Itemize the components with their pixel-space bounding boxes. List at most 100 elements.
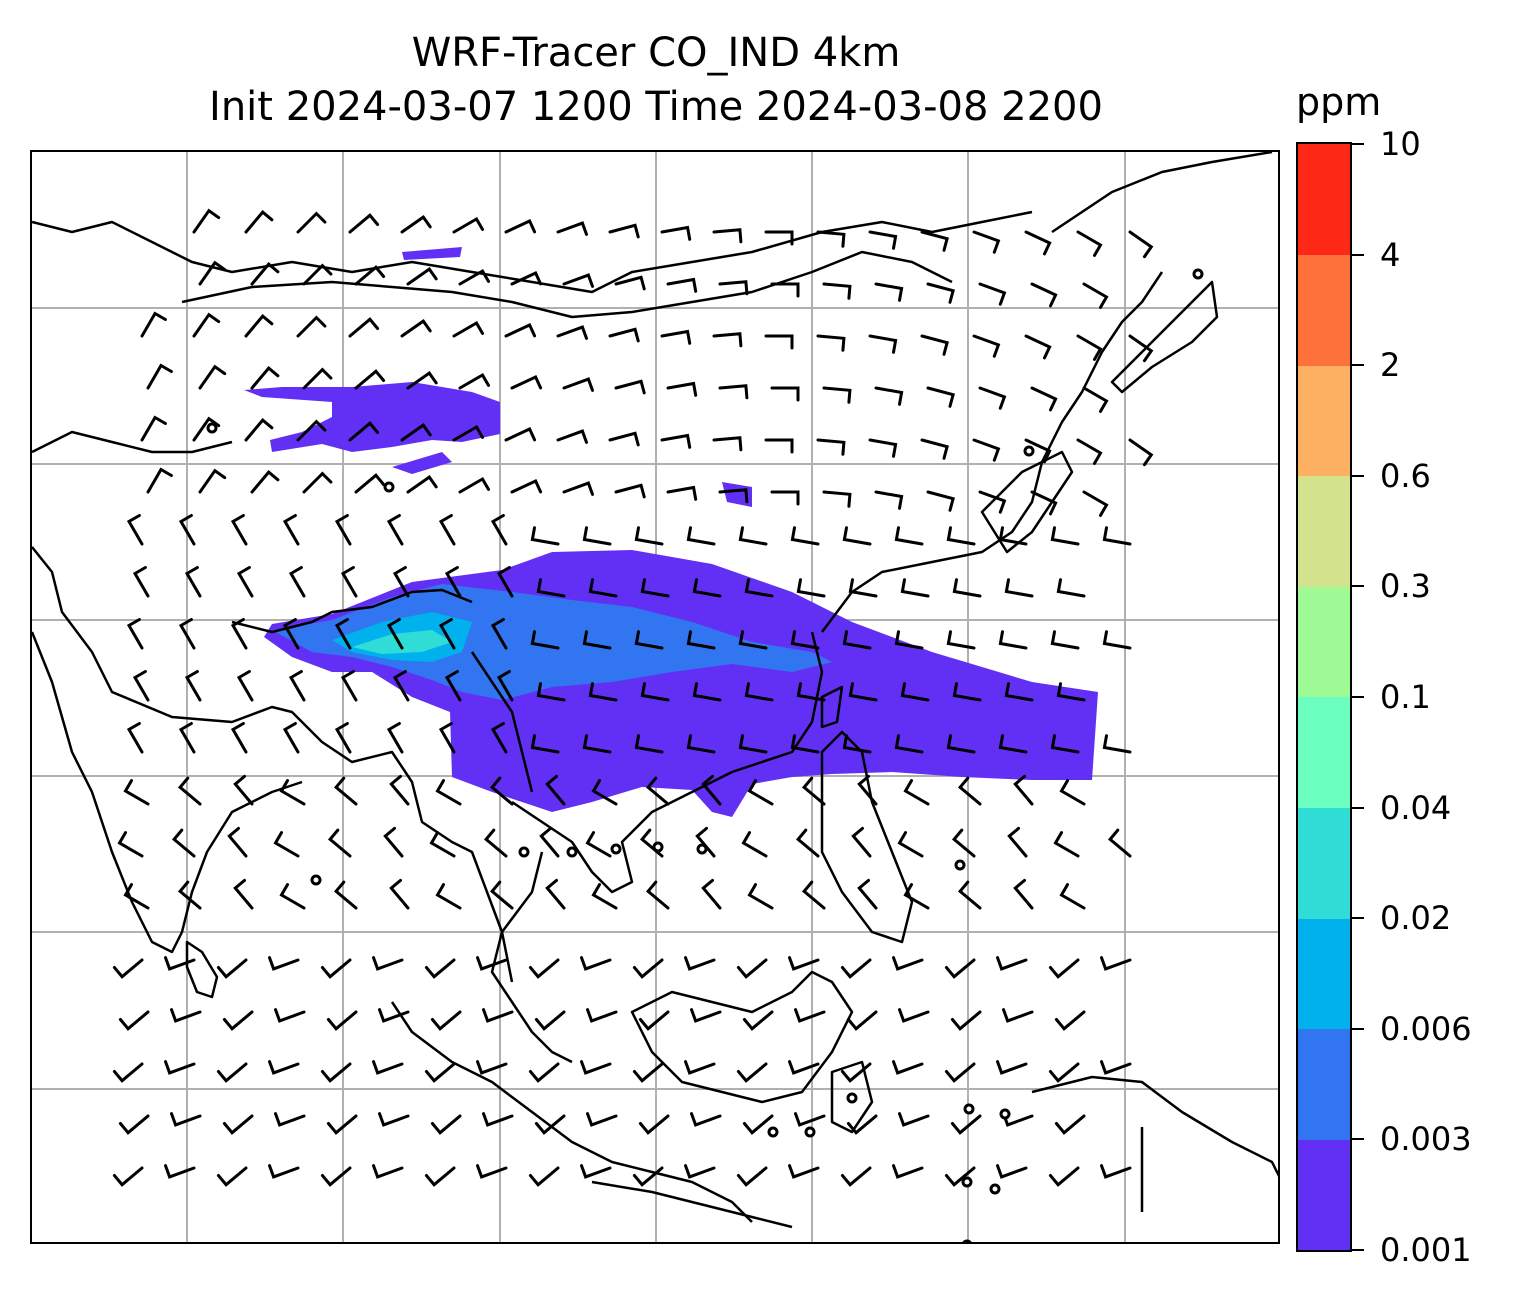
- colorbar-segment: [1298, 254, 1350, 366]
- wind-barb: [444, 566, 462, 598]
- wind-barb: [476, 1164, 508, 1179]
- wind-barb: [684, 1164, 716, 1179]
- wind-barb: [171, 828, 196, 858]
- calm-wind-circle: [1023, 445, 1035, 457]
- wind-barb: [645, 880, 670, 910]
- colorbar-tick-label: 0.006: [1380, 1009, 1472, 1048]
- wind-barb: [164, 1060, 196, 1075]
- colorbar-tick: [1352, 474, 1364, 477]
- wind-barb: [489, 880, 514, 910]
- wind-barb: [504, 323, 537, 338]
- wind-barb: [742, 1114, 774, 1135]
- wind-barb: [230, 618, 248, 650]
- wind-barb: [978, 282, 1007, 306]
- wind-barb: [132, 566, 150, 598]
- wind-barb: [738, 526, 768, 546]
- wind-barb: [476, 956, 508, 971]
- wind-barb: [296, 315, 327, 338]
- wind-barb: [846, 1114, 878, 1135]
- wind-barb: [430, 1010, 462, 1031]
- wind-barb: [562, 273, 594, 288]
- wind-barb: [392, 566, 410, 598]
- wind-barb: [112, 1062, 144, 1083]
- wind-barb: [296, 211, 327, 234]
- plume-level-0-003: [272, 584, 832, 700]
- wind-barb: [333, 776, 358, 806]
- wind-barb: [400, 423, 432, 442]
- wind-barb: [840, 1166, 872, 1187]
- wind-barb: [320, 958, 352, 979]
- wind-barb: [1100, 1060, 1132, 1075]
- coast-malay-sumatra: [390, 1001, 753, 1223]
- map-title-line-1: WRF-Tracer CO_IND 4km: [411, 30, 901, 76]
- wind-barb: [944, 1062, 976, 1083]
- colorbar-segment: [1298, 365, 1350, 477]
- wind-barb: [192, 416, 221, 442]
- wind-barb: [738, 630, 768, 650]
- wind-barb: [536, 682, 566, 702]
- wind-barb: [132, 670, 150, 702]
- wind-barb: [1082, 490, 1109, 517]
- wind-barb: [386, 514, 404, 546]
- coast-philippines: [820, 730, 914, 944]
- wind-barb: [490, 722, 508, 754]
- coastlines: [32, 152, 1278, 1229]
- plume-level-0-02: [352, 630, 452, 654]
- colorbar-tick: [1352, 364, 1364, 367]
- wind-barb: [996, 956, 1028, 971]
- wind-barb: [482, 1008, 514, 1023]
- co-tracer-plume: [244, 247, 1098, 817]
- wind-barb: [690, 1112, 722, 1127]
- wind-barb: [788, 956, 820, 971]
- wind-barb: [998, 630, 1028, 650]
- wind-barb: [848, 578, 878, 598]
- wind-barb: [874, 282, 904, 302]
- wind-barb: [184, 566, 202, 598]
- wind-barb: [788, 1164, 820, 1179]
- wind-barb: [1100, 1164, 1132, 1179]
- wind-barb: [638, 1010, 670, 1031]
- wind-barb: [192, 312, 221, 338]
- wind-barb: [1024, 230, 1052, 256]
- wind-barb: [944, 1166, 976, 1187]
- wind-barb: [438, 722, 456, 754]
- wind-barb: [788, 1060, 820, 1075]
- wind-barb: [556, 325, 588, 340]
- wind-barb: [712, 228, 743, 244]
- wind-barb: [640, 578, 670, 598]
- wind-barb: [340, 670, 358, 702]
- coast-china-east: [821, 271, 1164, 633]
- wind-barb: [634, 630, 664, 650]
- colorbar-tick-label: 2: [1380, 346, 1401, 385]
- wind-barb: [435, 883, 462, 910]
- wind-barb: [198, 260, 227, 286]
- wind-barb: [794, 1112, 826, 1127]
- wind-barb: [972, 334, 1001, 358]
- wind-barb: [692, 578, 722, 598]
- colorbar-segment: [1298, 697, 1350, 809]
- wind-barb: [177, 880, 202, 910]
- wind-barb: [591, 779, 618, 806]
- wind-barb: [268, 1164, 300, 1179]
- wind-barb: [900, 682, 930, 702]
- calm-wind-circle: [804, 1126, 816, 1138]
- wind-barb: [178, 722, 196, 754]
- wind-barb: [950, 1114, 982, 1135]
- wind-barb: [764, 334, 794, 350]
- wind-barb: [117, 831, 144, 858]
- wind-barb: [383, 826, 404, 858]
- wind-barb: [354, 265, 386, 286]
- wind-barb: [534, 1010, 566, 1031]
- wind-barb: [952, 682, 982, 702]
- wind-barb: [386, 618, 404, 650]
- wind-barb: [972, 230, 1001, 254]
- coast-borneo: [630, 970, 854, 1104]
- wind-barb: [170, 1008, 202, 1023]
- wind-barb: [1048, 1062, 1080, 1083]
- wind-barb: [790, 734, 820, 754]
- wind-barb: [846, 1010, 878, 1031]
- wind-barb: [302, 471, 333, 494]
- wind-barb: [184, 670, 202, 702]
- wind-barb: [164, 1164, 196, 1179]
- wind-barb: [1076, 334, 1103, 361]
